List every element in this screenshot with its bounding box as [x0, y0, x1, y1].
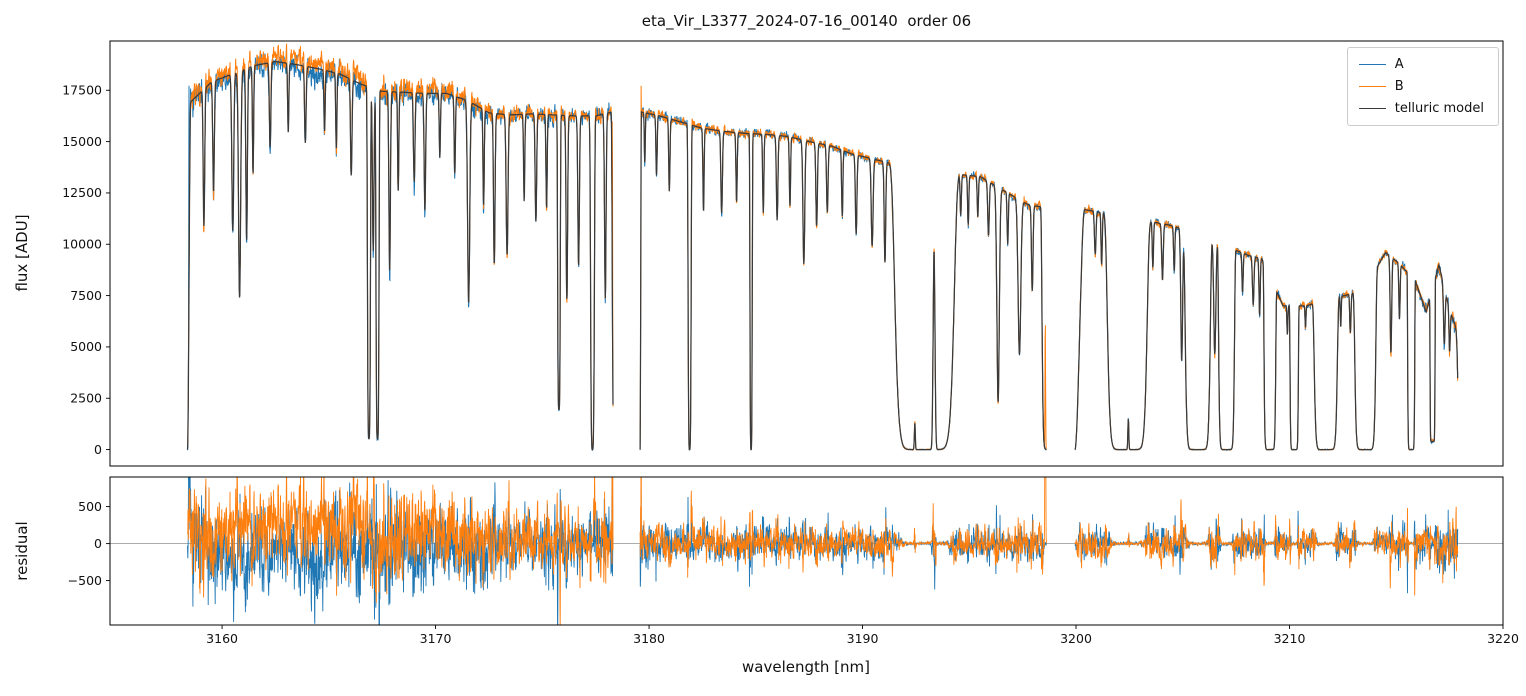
x-tick-label: 3210	[1274, 631, 1306, 646]
legend-entry-b: B	[1358, 79, 1484, 94]
x-tick-label: 3190	[847, 631, 879, 646]
residual-A-path	[187, 477, 1459, 625]
legend: A B telluric model	[1346, 47, 1499, 126]
legend-entry-telluric: telluric model	[1358, 101, 1484, 116]
flux-y-tick-label: 0	[94, 442, 102, 457]
flux-y-tick-label: 10000	[62, 237, 102, 252]
legend-line-a	[1358, 64, 1386, 65]
legend-label-telluric: telluric model	[1394, 101, 1484, 116]
residual-B-path	[187, 477, 1459, 625]
legend-label-a: A	[1394, 57, 1404, 72]
legend-entry-a: A	[1358, 57, 1484, 72]
legend-line-telluric	[1358, 108, 1386, 109]
flux-panel-series	[186, 43, 1459, 452]
legend-label-b: B	[1394, 79, 1404, 94]
x-tick-label: 3170	[420, 631, 452, 646]
x-tick-label: 3180	[633, 631, 665, 646]
legend-line-b	[1358, 86, 1386, 87]
flux-panel-axes	[109, 40, 1504, 467]
flux-y-tick-label: 5000	[70, 339, 102, 354]
flux-y-tick-label: 7500	[70, 288, 102, 303]
x-tick-label: 3220	[1487, 631, 1519, 646]
telluric-model-path	[186, 60, 1459, 451]
flux-y-tick-label: 12500	[62, 185, 102, 200]
residual-y-tick-label: −500	[68, 573, 102, 588]
residual-y-tick-label: 500	[78, 499, 102, 514]
flux-y-tick-label: 17500	[62, 83, 102, 98]
residual-y-tick-label: 0	[94, 536, 102, 551]
residual-panel-series	[187, 477, 1459, 625]
figure-title: eta_Vir_L3377_2024-07-16_00140 order 06	[641, 12, 972, 30]
residual-panel-axes	[109, 476, 1504, 626]
flux-y-tick-label: 2500	[70, 391, 102, 406]
x-tick-label: 3200	[1060, 631, 1092, 646]
x-tick-label: 3160	[206, 631, 238, 646]
x-axis-label: wavelength [nm]	[742, 658, 870, 676]
flux-y-tick-label: 15000	[62, 134, 102, 149]
